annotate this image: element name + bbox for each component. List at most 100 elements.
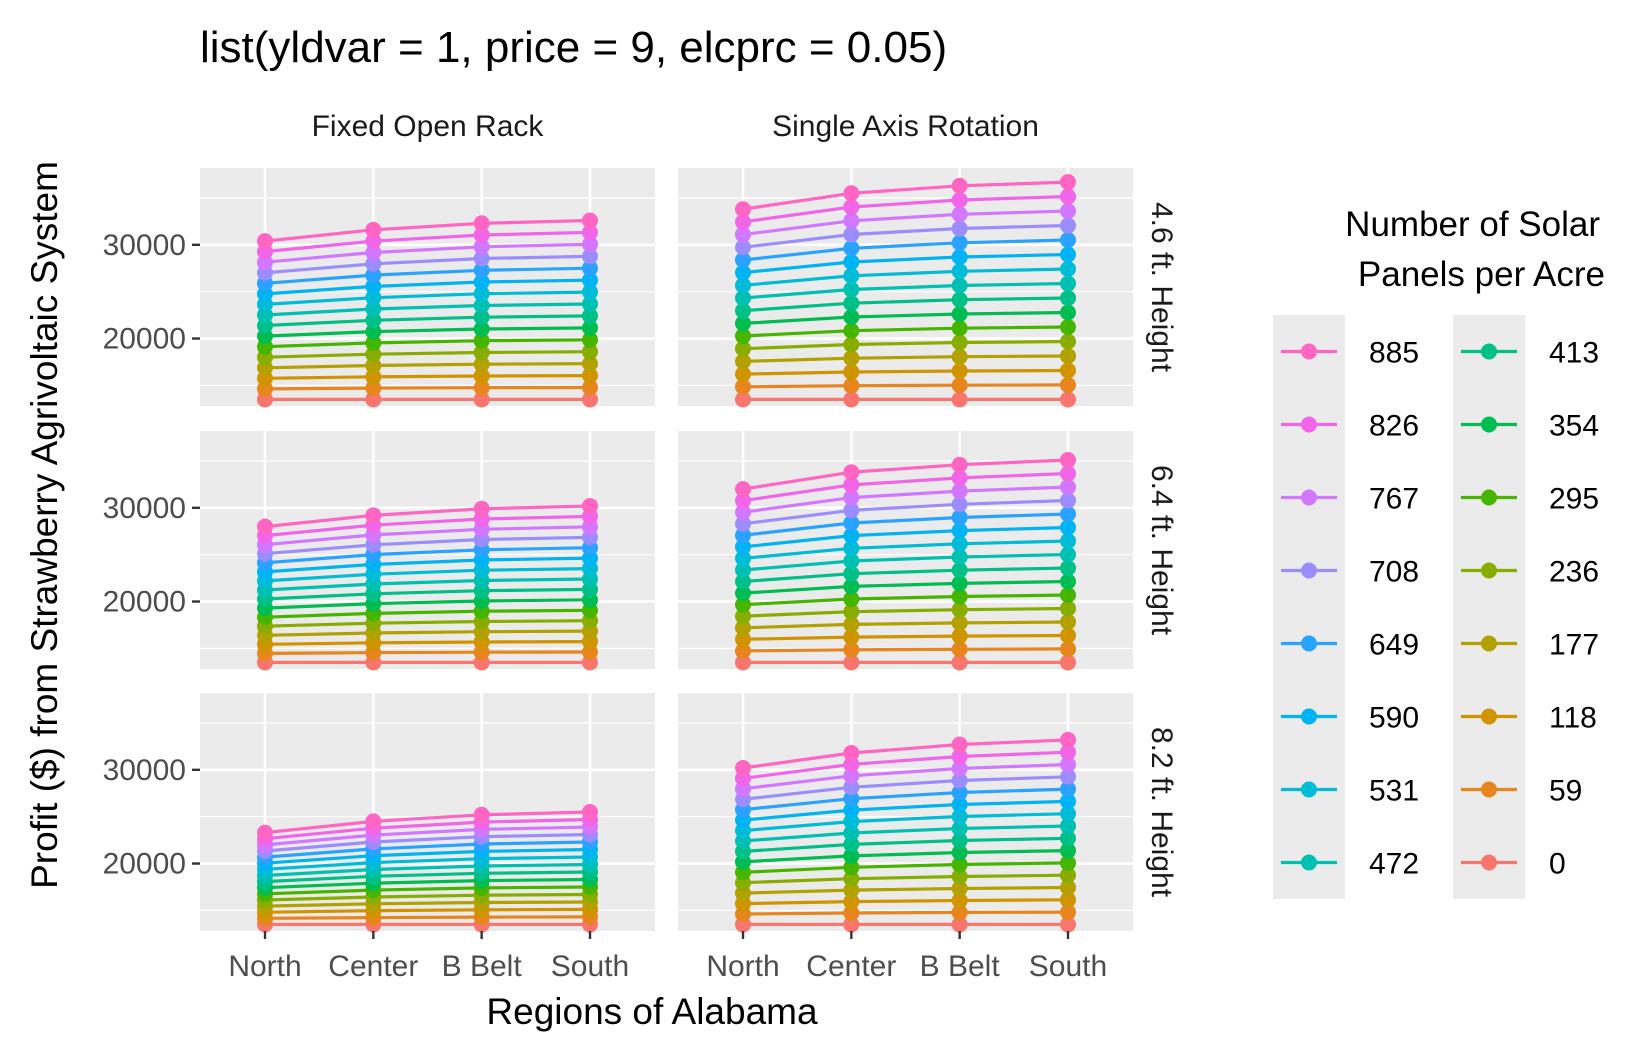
data-point-590 — [951, 522, 968, 539]
data-point-413 — [951, 562, 968, 579]
data-point-177 — [473, 356, 490, 373]
series-line-413 — [264, 587, 591, 601]
series-line-59 — [264, 915, 591, 920]
data-point-413 — [843, 295, 860, 312]
series-line-177 — [742, 620, 1069, 630]
data-point-885 — [843, 185, 860, 202]
series-line-826 — [264, 230, 591, 254]
data-point-767 — [843, 767, 860, 784]
data-point-472 — [951, 820, 968, 837]
data-point-413 — [843, 565, 860, 582]
data-point-0 — [735, 654, 751, 671]
data-point-590 — [735, 264, 751, 281]
series-line-236 — [742, 606, 1069, 618]
data-point-649 — [365, 267, 382, 284]
data-point-531 — [951, 808, 968, 825]
data-point-413 — [843, 836, 860, 853]
data-point-295 — [951, 320, 968, 337]
data-point-767 — [1060, 203, 1076, 220]
data-point-236 — [843, 870, 860, 887]
legend-item: 826 — [1281, 410, 1419, 443]
facet-panels — [200, 168, 1133, 933]
legend-key-background — [1273, 315, 1345, 899]
series-line-649 — [742, 238, 1069, 262]
panel-background — [678, 431, 1133, 669]
data-point-236 — [1060, 867, 1076, 884]
data-point-177 — [1060, 879, 1076, 896]
data-point-885 — [257, 233, 273, 250]
data-point-767 — [951, 760, 968, 777]
data-point-708 — [843, 502, 860, 519]
series-line-295 — [264, 885, 591, 896]
facet-panel — [678, 168, 1133, 408]
x-tick-label: North — [706, 950, 779, 983]
series-line-59 — [742, 383, 1069, 389]
data-point-531 — [582, 284, 598, 301]
data-point-472 — [843, 824, 860, 841]
series-line-118 — [742, 368, 1069, 376]
data-point-531 — [843, 813, 860, 830]
data-point-708 — [473, 250, 490, 267]
legend-label: 118 — [1549, 702, 1597, 735]
data-point-885 — [951, 736, 968, 753]
series-line-767 — [742, 209, 1069, 237]
series-line-295 — [264, 338, 591, 349]
legend-key-point — [1301, 854, 1317, 871]
series-line-177 — [264, 900, 591, 908]
data-point-767 — [951, 483, 968, 500]
series-line-826 — [742, 194, 1069, 224]
series-line-708 — [742, 498, 1069, 526]
data-point-236 — [473, 344, 490, 361]
legend-item: 885 — [1281, 337, 1419, 370]
data-point-590 — [365, 278, 382, 295]
legend-label: 885 — [1369, 337, 1419, 370]
series-line-59 — [264, 385, 591, 391]
data-point-767 — [473, 238, 490, 255]
data-point-118 — [473, 367, 490, 384]
series-line-472 — [264, 577, 591, 592]
data-point-354 — [843, 308, 860, 325]
series-line-177 — [264, 362, 591, 370]
data-point-531 — [951, 535, 968, 552]
data-point-649 — [473, 262, 490, 279]
legend-key-background — [1453, 315, 1525, 899]
data-point-472 — [735, 289, 751, 306]
series-line-649 — [264, 266, 591, 285]
data-point-295 — [735, 596, 751, 613]
x-tick-label: South — [1029, 950, 1107, 983]
legend-label: 413 — [1549, 337, 1599, 370]
data-point-295 — [1060, 586, 1076, 603]
data-point-649 — [582, 260, 598, 277]
facet-panel — [678, 431, 1133, 671]
data-point-118 — [951, 362, 968, 379]
legend-item: 649 — [1281, 629, 1419, 662]
series-line-118 — [742, 633, 1069, 641]
data-point-177 — [951, 880, 968, 897]
facet-strips: Fixed Open Rack Single Axis Rotation 4.6 f… — [312, 110, 1178, 898]
series-line-295 — [264, 608, 591, 619]
series-line-118 — [264, 374, 591, 380]
series-line-295 — [742, 325, 1069, 338]
data-point-472 — [1060, 546, 1076, 563]
data-point-590 — [735, 538, 751, 555]
legend-label: 295 — [1549, 483, 1599, 516]
data-point-590 — [1060, 793, 1076, 810]
series-line-413 — [742, 296, 1069, 313]
series-line-826 — [742, 750, 1069, 780]
series-line-472 — [264, 862, 591, 878]
data-point-826 — [843, 476, 860, 493]
data-point-118 — [1060, 627, 1076, 644]
data-point-413 — [1060, 289, 1076, 306]
series-line-531 — [742, 812, 1069, 833]
data-point-590 — [951, 796, 968, 813]
series-line-708 — [742, 775, 1069, 801]
data-point-885 — [257, 518, 273, 535]
data-point-649 — [1060, 781, 1076, 798]
data-point-885 — [1060, 452, 1076, 469]
series-line-708 — [264, 832, 591, 853]
legend-item: 236 — [1461, 556, 1599, 589]
legend-item: 472 — [1281, 848, 1419, 881]
data-point-413 — [1060, 830, 1076, 847]
series-line-885 — [742, 458, 1069, 491]
data-point-59 — [473, 379, 490, 396]
